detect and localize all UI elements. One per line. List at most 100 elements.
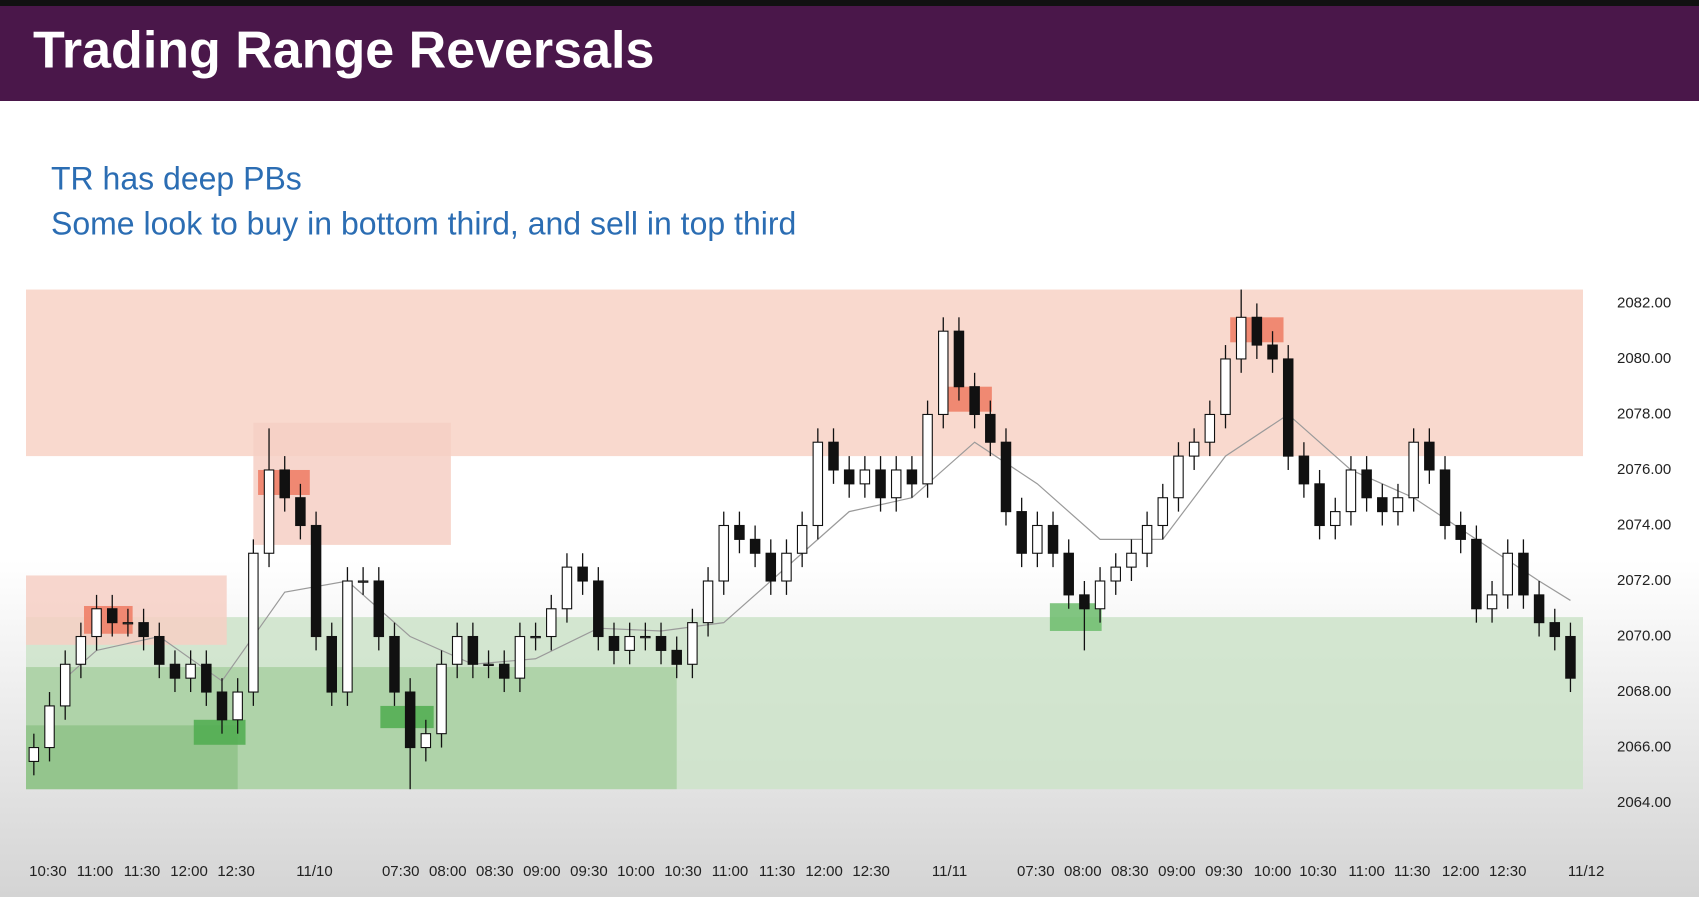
candle-body	[875, 469, 886, 499]
candle-body	[138, 622, 149, 638]
candle-body	[1518, 552, 1529, 596]
candle-body	[1502, 552, 1513, 596]
candle-body	[530, 635, 541, 639]
x-tick-label: 11:00	[77, 863, 113, 880]
candle-body	[749, 538, 761, 554]
x-tick-label: 07:30	[1017, 863, 1055, 880]
y-tick-label: 2082.00	[1617, 294, 1671, 311]
candle-body	[796, 524, 808, 554]
candle-body	[1220, 358, 1231, 416]
candle-body	[1173, 455, 1184, 499]
x-tick-label: 10:30	[1299, 863, 1337, 880]
candle-body	[702, 580, 714, 624]
candle-body	[436, 663, 447, 735]
candle-body	[75, 635, 87, 665]
candle-body	[91, 608, 102, 638]
candle-body	[1549, 622, 1561, 638]
candle-body	[1235, 316, 1247, 360]
candle-body	[44, 705, 55, 749]
x-tick-label: 11:30	[759, 863, 795, 880]
candle-body	[1157, 497, 1169, 527]
x-tick-label: 12:30	[1489, 863, 1527, 880]
candle-body	[1047, 524, 1059, 554]
candle-body	[828, 441, 839, 471]
candle-body	[843, 469, 855, 485]
y-tick-label: 2066.00	[1617, 739, 1671, 756]
x-tick-label: 09:30	[1205, 863, 1243, 880]
candle-body	[1377, 497, 1388, 513]
y-tick-label: 2074.00	[1617, 516, 1671, 533]
candle-body	[687, 622, 698, 665]
candle-body	[1282, 358, 1294, 457]
x-tick-label: 12:30	[852, 863, 890, 880]
candle-body	[467, 635, 479, 665]
candle-body	[373, 580, 385, 638]
candle-body	[1424, 441, 1435, 471]
chart: 2064.00 2066.00 2068.00 2070.00 2072.00 2074.…	[26, 289, 1671, 880]
x-tick-label: 10:00	[617, 863, 655, 880]
candle-body	[1000, 441, 1012, 513]
candle-body	[122, 622, 134, 625]
candle-body	[1063, 552, 1074, 596]
candle-body	[1408, 441, 1419, 499]
x-tick-label: 11:00	[712, 863, 748, 880]
candle-body	[1392, 497, 1404, 513]
header-bar	[0, 6, 1699, 101]
candle-body	[514, 635, 526, 679]
candle-body	[154, 635, 165, 665]
y-tick-label: 2080.00	[1617, 350, 1671, 367]
candle-body	[357, 580, 369, 583]
candle-body	[1439, 469, 1451, 527]
top-strip	[0, 0, 1699, 6]
candle-body	[922, 413, 933, 485]
candle-body	[498, 663, 510, 679]
candle-body	[232, 691, 243, 721]
candle-body	[483, 663, 494, 667]
candle-body	[1486, 594, 1498, 610]
candle-body	[969, 386, 980, 416]
candle-body	[1471, 538, 1482, 610]
candle-body	[890, 469, 902, 499]
candle-body	[1533, 594, 1545, 624]
candle-body	[1345, 469, 1357, 513]
candle-body	[1204, 413, 1216, 443]
candle-body	[781, 552, 792, 582]
candle-body	[248, 552, 259, 693]
x-tick-label: 09:00	[523, 863, 561, 880]
x-tick-label: 11:00	[1348, 863, 1384, 880]
candle-body	[1016, 511, 1027, 554]
candle-body	[1079, 594, 1090, 610]
x-tick-label: 12:30	[217, 863, 255, 880]
candle-body	[561, 566, 573, 610]
x-tick-label: 11:30	[124, 863, 160, 880]
candle-body	[718, 524, 730, 582]
y-tick-label: 2076.00	[1617, 461, 1671, 478]
x-tick-label: 10:00	[1254, 863, 1292, 880]
candle-body	[1455, 524, 1466, 540]
candle-body	[326, 635, 338, 693]
x-tick-label: 08:00	[429, 863, 467, 880]
x-tick-label: 08:30	[1111, 863, 1149, 880]
candle-body	[1094, 580, 1106, 610]
candle-body	[1330, 511, 1341, 527]
candle-body	[734, 524, 745, 540]
candle-body	[1126, 552, 1137, 568]
candle-body	[655, 635, 667, 651]
candle-body	[765, 552, 777, 582]
candle-body	[577, 566, 588, 582]
candle-body	[812, 441, 824, 527]
x-tick-label: 12:00	[1442, 863, 1480, 880]
candle-body	[216, 691, 228, 721]
y-tick-label: 2072.00	[1617, 572, 1671, 589]
note-line: TR has deep PBs	[51, 160, 302, 196]
x-tick-label: 10:30	[664, 863, 702, 880]
candle-body	[1251, 316, 1263, 346]
candle-body	[451, 635, 463, 665]
candle-body	[1141, 524, 1153, 554]
zone	[193, 719, 246, 745]
y-tick-label: 2070.00	[1617, 627, 1671, 644]
candle-body	[906, 469, 918, 485]
candle-body	[1314, 483, 1325, 527]
candle-body	[342, 580, 353, 693]
